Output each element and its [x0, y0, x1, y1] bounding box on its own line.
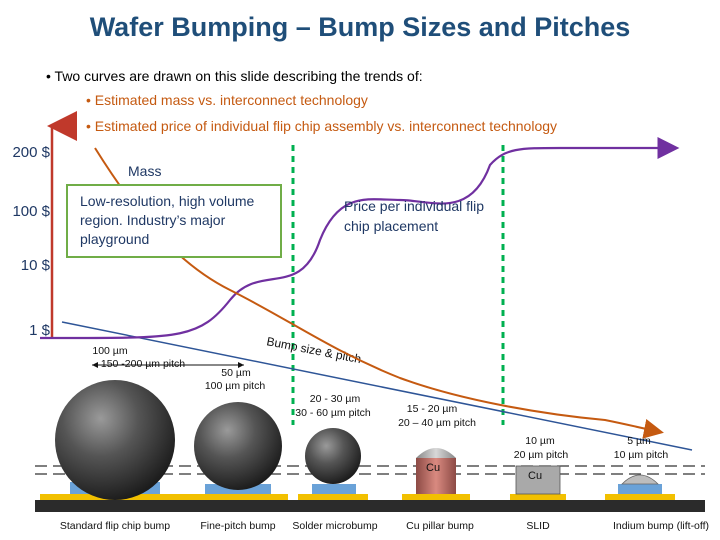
- y-label-1: 1 $: [29, 322, 50, 339]
- bullet-price: • Estimated price of individual flip chi…: [86, 118, 558, 134]
- y-label-200: 200 $: [12, 144, 50, 161]
- price-label: Price per individual flip chip placement: [344, 198, 485, 234]
- trend-label: Bump size & pitch: [265, 334, 362, 366]
- price-curve: [40, 137, 680, 340]
- bullet-mass: • Estimated mass vs. interconnect techno…: [86, 92, 368, 108]
- cu-label-slid: Cu: [528, 470, 543, 482]
- caption-pillar: Cu pillar bump: [406, 520, 474, 532]
- slide-title: Wafer Bumping – Bump Sizes and Pitches: [89, 12, 631, 42]
- size-label-standard: 100 µm: [92, 345, 128, 357]
- pitch-label-pillar: 20 – 40 µm pitch: [398, 417, 476, 429]
- caption-slid: SLID: [526, 520, 550, 532]
- caption-indium: Indium bump (lift-off): [612, 520, 710, 532]
- bump-solder-micro: [298, 428, 368, 500]
- bottom-substrate: [35, 500, 705, 512]
- size-label-micro: 20 - 30 µm: [309, 393, 361, 405]
- caption-micro: Solder microbump: [292, 520, 378, 532]
- bump-fine-pitch: [188, 402, 288, 500]
- bump-slid: [510, 465, 566, 500]
- pitch-label-slid: 20 µm pitch: [513, 449, 569, 461]
- mass-label: Mass: [128, 163, 162, 179]
- high-volume-box: Low-resolution, high volume region. Indu…: [66, 184, 282, 258]
- size-label-indium: 5 µm: [627, 435, 651, 447]
- cu-label-pillar: Cu: [426, 462, 441, 474]
- caption-fine: Fine-pitch bump: [200, 520, 276, 532]
- bump-standard: [40, 380, 190, 500]
- pitch-label-fine: 100 µm pitch: [204, 380, 266, 392]
- pitch-label-indium: 10 µm pitch: [613, 449, 669, 461]
- caption-standard: Standard flip chip bump: [59, 520, 171, 532]
- pitch-label-micro: 30 - 60 µm pitch: [295, 407, 371, 419]
- size-label-fine: 50 µm: [221, 367, 251, 379]
- bump-indium: [605, 474, 675, 500]
- y-label-10: 10 $: [20, 257, 50, 274]
- bullet-main: • Two curves are drawn on this slide des…: [46, 68, 423, 84]
- size-label-pillar: 15 - 20 µm: [406, 403, 458, 415]
- size-label-slid: 10 µm: [525, 435, 555, 447]
- y-label-100: 100 $: [12, 203, 50, 220]
- bump-cu-pillar: [402, 448, 470, 500]
- pitch-label-standard: 150 -200 µm pitch: [100, 358, 186, 370]
- trend-line: [61, 321, 693, 451]
